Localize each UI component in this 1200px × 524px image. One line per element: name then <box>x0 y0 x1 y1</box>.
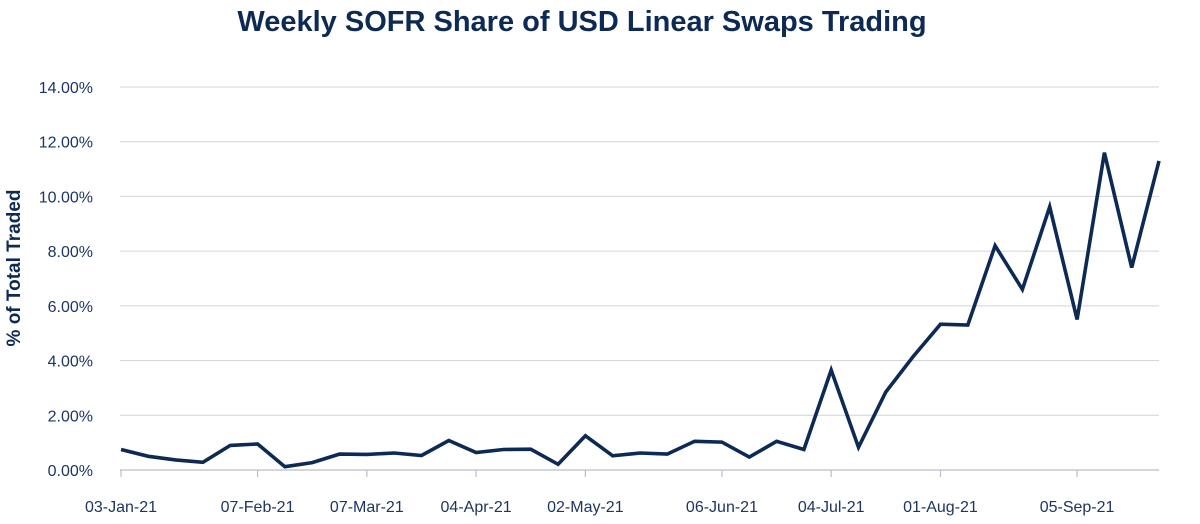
x-tick-label: 03-Jan-21 <box>85 499 157 516</box>
y-tick-label: 12.00% <box>39 135 93 152</box>
x-tick-label: 02-May-21 <box>547 499 624 516</box>
gridlines <box>120 86 1159 416</box>
x-tick-label: 01-Aug-21 <box>903 499 978 516</box>
y-tick-label: 8.00% <box>48 244 93 261</box>
y-tick-label: 10.00% <box>39 189 93 206</box>
y-tick-label: 4.00% <box>48 354 93 371</box>
y-tick-label: 6.00% <box>48 299 93 316</box>
series-layer <box>120 152 1161 469</box>
y-axis-ticks: 0.00% 2.00% 4.00% 6.00% 8.00% 10.00% 12.00% 14.… <box>39 80 93 480</box>
y-axis-label: % of Total Traded <box>4 190 25 347</box>
x-tick-label: 05-Sep-21 <box>1040 499 1115 516</box>
y-tick-label: 14.00% <box>39 80 93 97</box>
x-tick-label: 07-Feb-21 <box>221 499 295 516</box>
x-tick-label: 04-Jul-21 <box>798 499 865 516</box>
series-line <box>120 152 1161 469</box>
x-tick-label: 04-Apr-21 <box>441 499 512 516</box>
y-tick-label: 0.00% <box>48 463 93 480</box>
y-tick-label: 2.00% <box>48 408 93 425</box>
x-tick-label: 06-Jun-21 <box>686 499 758 516</box>
x-tick-label: 07-Mar-21 <box>330 499 404 516</box>
x-axis-ticks: 03-Jan-21 07-Feb-21 07-Mar-21 04-Apr-21 02-M… <box>85 470 1115 516</box>
chart-title: Weekly SOFR Share of USD Linear Swaps Tr… <box>237 6 926 38</box>
